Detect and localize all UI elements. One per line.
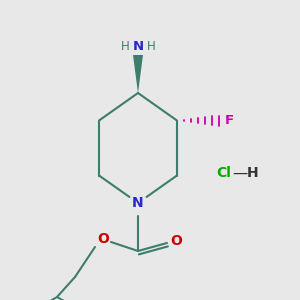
Text: H: H [121, 40, 129, 53]
Text: Cl: Cl [217, 166, 231, 180]
Text: N: N [132, 196, 144, 210]
Polygon shape [133, 55, 143, 93]
Text: H: H [147, 40, 155, 53]
Text: —: — [232, 166, 247, 181]
Text: O: O [97, 232, 109, 246]
Text: N: N [132, 40, 144, 53]
Text: O: O [170, 234, 182, 248]
Text: F: F [224, 114, 233, 127]
Text: H: H [247, 166, 259, 180]
